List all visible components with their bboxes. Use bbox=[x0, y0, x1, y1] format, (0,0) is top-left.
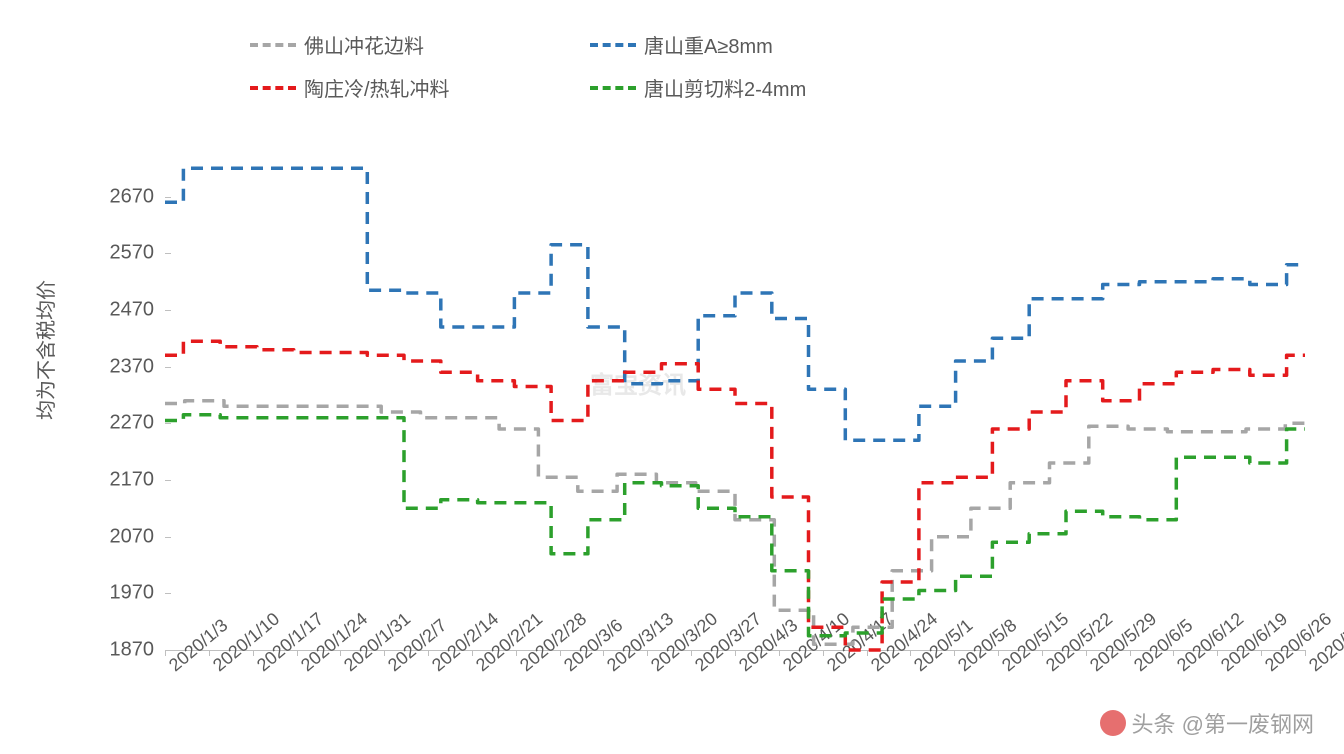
legend-label: 佛山冲花边料 bbox=[304, 30, 424, 59]
y-tick-label: 2170 bbox=[84, 469, 154, 492]
y-tick-label: 1970 bbox=[84, 582, 154, 605]
x-tick-mark bbox=[603, 650, 604, 656]
x-tick-mark bbox=[472, 650, 473, 656]
x-tick-mark bbox=[867, 650, 868, 656]
legend: 佛山冲花边料 唐山重A≥8mm 陶庄冷/热轧冲料 唐山剪切料2-4mm bbox=[250, 30, 900, 102]
x-tick-mark bbox=[735, 650, 736, 656]
x-tick-mark bbox=[297, 650, 298, 656]
legend-label: 唐山剪切料2-4mm bbox=[644, 73, 806, 102]
y-tick-label: 2670 bbox=[84, 185, 154, 208]
x-tick-mark bbox=[779, 650, 780, 656]
legend-label: 陶庄冷/热轧冲料 bbox=[304, 73, 450, 102]
x-tick-mark bbox=[516, 650, 517, 656]
x-tick-mark bbox=[1173, 650, 1174, 656]
x-tick-mark bbox=[1086, 650, 1087, 656]
x-tick-mark bbox=[823, 650, 824, 656]
y-tick-label: 1870 bbox=[84, 639, 154, 662]
x-tick-mark bbox=[560, 650, 561, 656]
x-tick-mark bbox=[1217, 650, 1218, 656]
y-tick-label: 2370 bbox=[84, 355, 154, 378]
x-tick-mark bbox=[1261, 650, 1262, 656]
y-axis-title: 均为不含税均价 bbox=[30, 280, 59, 420]
y-tick-label: 2570 bbox=[84, 242, 154, 265]
x-tick-mark bbox=[1130, 650, 1131, 656]
watermark-bottom-text: 头条 @第一废钢网 bbox=[1132, 707, 1314, 739]
x-tick-mark bbox=[253, 650, 254, 656]
legend-item: 陶庄冷/热轧冲料 bbox=[250, 73, 560, 102]
chart-container: 佛山冲花边料 唐山重A≥8mm 陶庄冷/热轧冲料 唐山剪切料2-4mm 均为不含税均价… bbox=[0, 0, 1344, 754]
legend-swatch bbox=[590, 86, 636, 90]
x-tick-mark bbox=[1305, 650, 1306, 656]
plot-area bbox=[165, 140, 1305, 650]
x-tick-mark bbox=[1042, 650, 1043, 656]
legend-label: 唐山重A≥8mm bbox=[644, 30, 773, 59]
x-tick-mark bbox=[340, 650, 341, 656]
legend-item: 唐山剪切料2-4mm bbox=[590, 73, 900, 102]
x-tick-mark bbox=[954, 650, 955, 656]
legend-item: 佛山冲花边料 bbox=[250, 30, 560, 59]
x-tick-mark bbox=[209, 650, 210, 656]
x-tick-mark bbox=[165, 650, 166, 656]
series-line bbox=[165, 415, 1305, 636]
x-tick-mark bbox=[647, 650, 648, 656]
legend-swatch bbox=[590, 43, 636, 47]
x-tick-mark bbox=[998, 650, 999, 656]
legend-swatch bbox=[250, 86, 296, 90]
watermark-icon bbox=[1100, 710, 1126, 736]
y-tick-label: 2470 bbox=[84, 299, 154, 322]
series-line bbox=[165, 401, 1305, 645]
x-tick-mark bbox=[691, 650, 692, 656]
y-tick-label: 2270 bbox=[84, 412, 154, 435]
x-tick-mark bbox=[428, 650, 429, 656]
series-line bbox=[165, 168, 1305, 440]
legend-swatch bbox=[250, 43, 296, 47]
legend-item: 唐山重A≥8mm bbox=[590, 30, 900, 59]
x-tick-mark bbox=[910, 650, 911, 656]
series-lines bbox=[165, 140, 1305, 650]
x-tick-mark bbox=[384, 650, 385, 656]
y-tick-label: 2070 bbox=[84, 525, 154, 548]
watermark-bottom: 头条 @第一废钢网 bbox=[1100, 707, 1314, 739]
